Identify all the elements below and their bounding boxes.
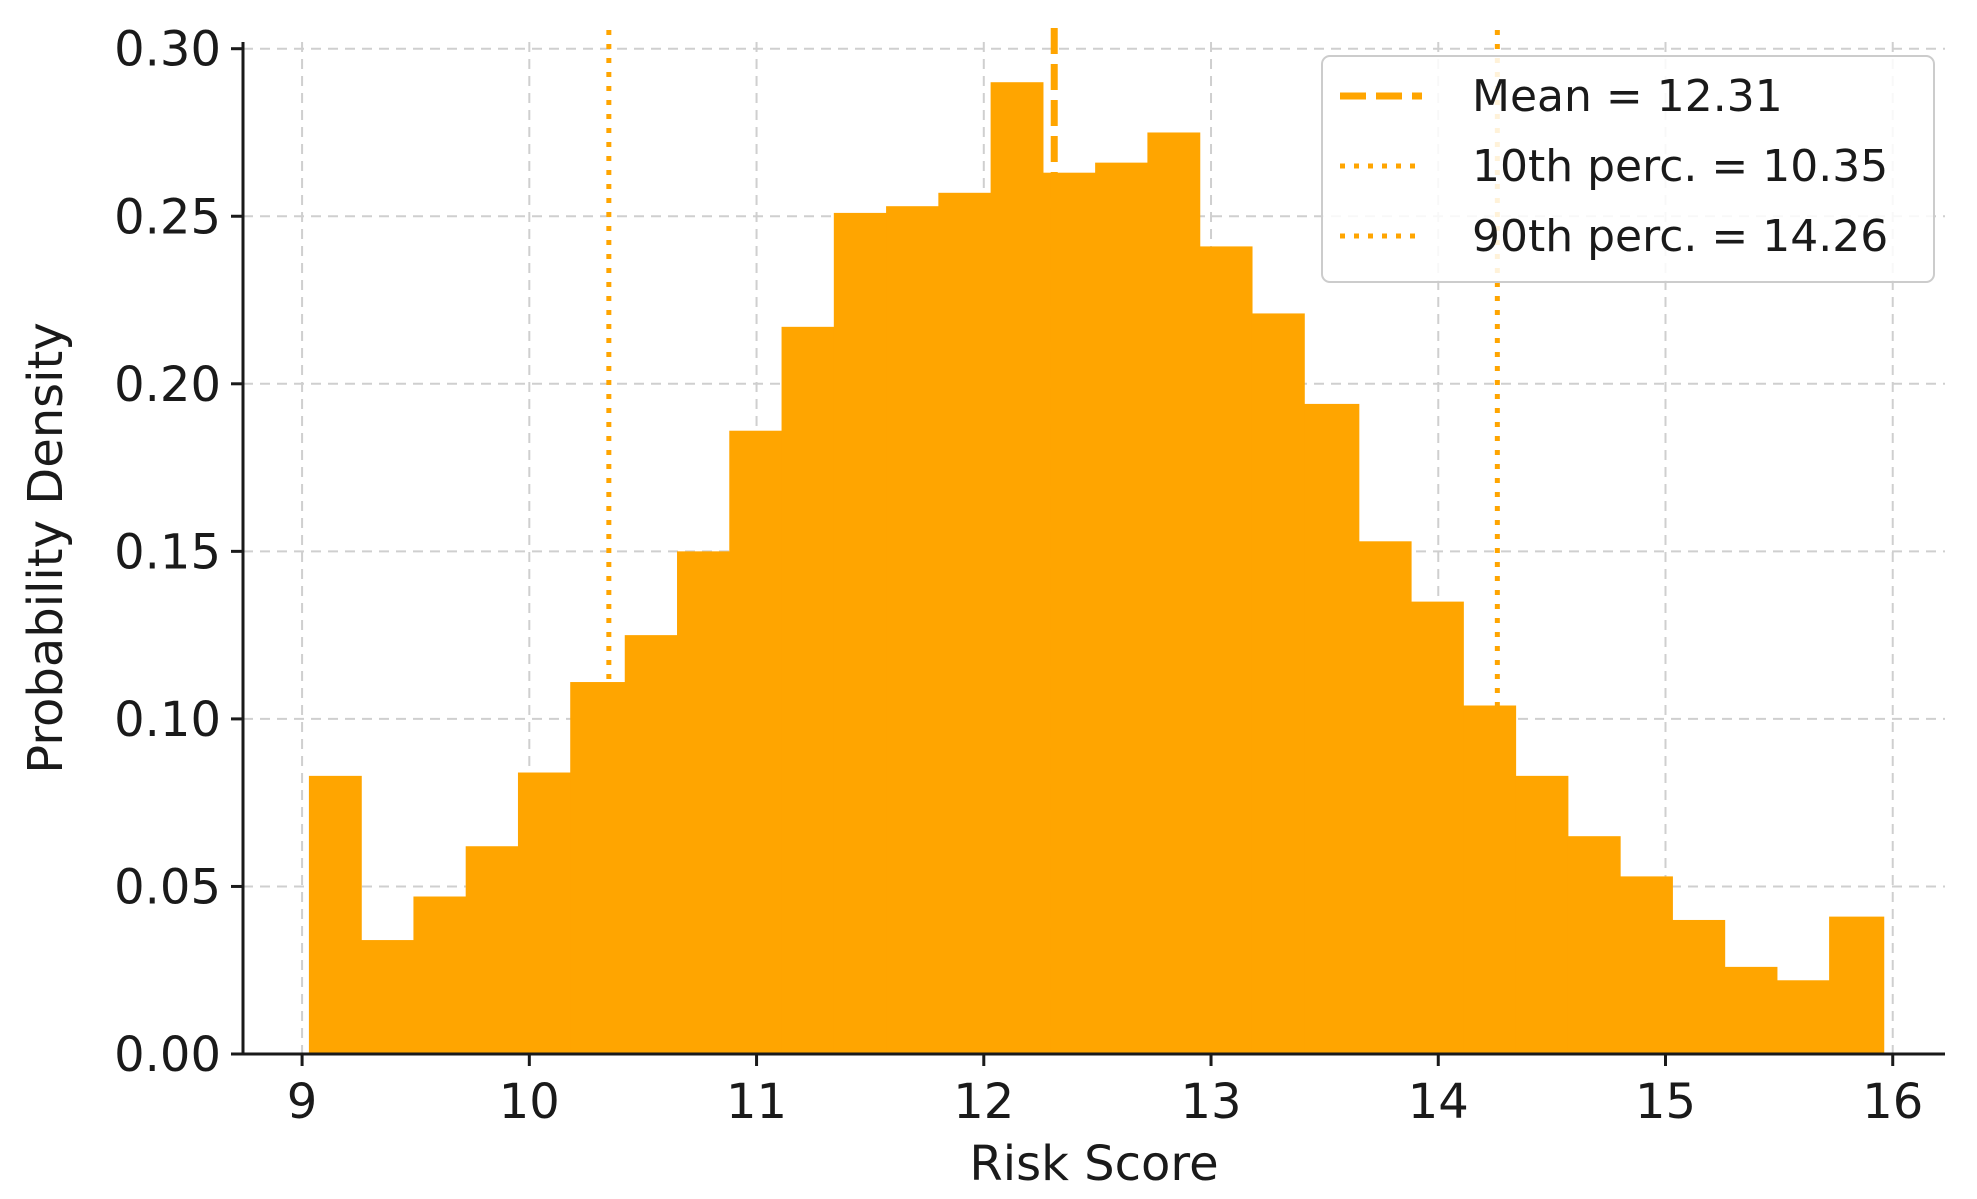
histogram-bar [990, 82, 1044, 1055]
histogram-bar [1567, 836, 1621, 1054]
x-tick-label: 15 [1635, 1074, 1696, 1130]
histogram-bar [1199, 246, 1253, 1055]
legend-box [1321, 55, 1935, 283]
histogram-bar [1095, 162, 1149, 1055]
histogram-bar [1463, 705, 1517, 1054]
x-tick-label: 16 [1862, 1074, 1923, 1130]
histogram-bar [517, 772, 571, 1054]
histogram-bar [1251, 313, 1305, 1055]
histogram-bar [781, 326, 835, 1054]
x-axis-label: Risk Score [969, 1136, 1218, 1192]
x-tick-label: 10 [499, 1074, 560, 1130]
legend-entries: Mean = 12.31 10th perc. = 10.35 90th perc.… [1340, 71, 1888, 262]
histogram-bar [1829, 916, 1885, 1054]
histogram-bar [1776, 980, 1830, 1054]
histogram-bar [361, 940, 415, 1054]
y-tick-label: 0.15 [114, 524, 221, 580]
histogram-bar [1724, 966, 1778, 1054]
histogram-bar [1672, 919, 1726, 1054]
histogram-bar [413, 896, 467, 1054]
histogram-bar [886, 206, 939, 1054]
histogram-bar [570, 682, 626, 1054]
y-tick-label: 0.00 [114, 1027, 221, 1083]
histogram-bar [1358, 541, 1412, 1054]
y-tick-label: 0.05 [114, 859, 221, 915]
x-tick-label: 14 [1408, 1074, 1469, 1130]
x-tick-label: 12 [953, 1074, 1014, 1130]
histogram-bar [1410, 601, 1464, 1054]
x-tick-label: 9 [287, 1074, 318, 1130]
histogram-bar [1304, 403, 1360, 1054]
histogram-bar [1147, 132, 1201, 1055]
histogram-bar [624, 635, 678, 1054]
histogram-bar [1620, 876, 1673, 1054]
histogram-bar [1515, 775, 1569, 1054]
y-tick-label: 0.25 [114, 189, 221, 245]
y-axis-label: Probability Density [18, 322, 74, 773]
y-tick-label: 0.10 [114, 692, 221, 748]
x-tick-label: 11 [726, 1074, 787, 1130]
legend-label: 90th perc. = 14.26 [1472, 211, 1888, 262]
legend: Mean = 12.31 10th perc. = 10.35 90th perc.… [1321, 55, 1935, 283]
legend-label: Mean = 12.31 [1472, 71, 1783, 122]
y-tick-label: 0.30 [114, 22, 221, 78]
histogram-bar [938, 192, 992, 1055]
legend-label: 10th perc. = 10.35 [1472, 141, 1888, 192]
histogram-bar [465, 846, 519, 1054]
histogram-bar [308, 775, 362, 1054]
ticks-layer: 9 10 11 12 13 14 15 16 0.00 0.05 0.10 0.15 0.20 0.25 0… [114, 22, 1923, 1130]
histogram-bar [677, 551, 730, 1054]
x-tick-label: 13 [1180, 1074, 1241, 1130]
histogram-bar [729, 430, 783, 1055]
y-tick-label: 0.20 [114, 357, 221, 413]
histogram-bar [833, 212, 887, 1055]
